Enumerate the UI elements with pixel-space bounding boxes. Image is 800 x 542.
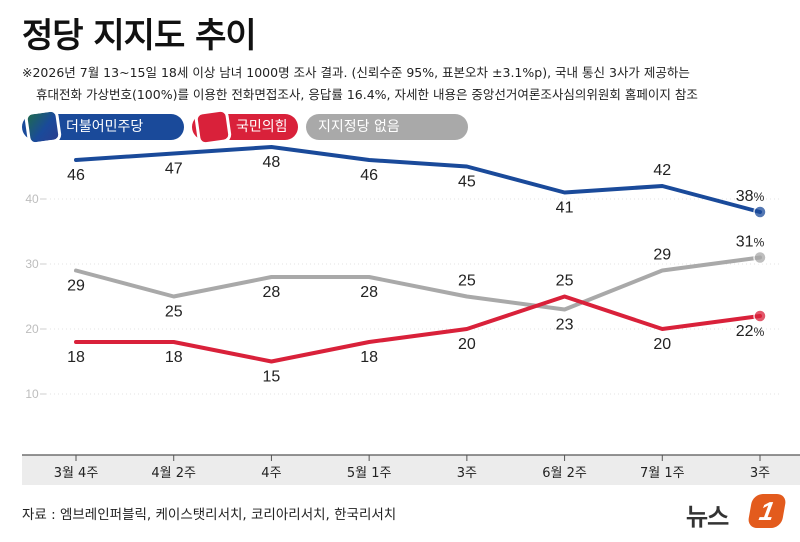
y-tick-label: 30: [25, 257, 39, 271]
chart-title: 정당 지지도 추이: [22, 16, 257, 56]
data-label: 22%: [736, 323, 765, 340]
series-line-2: [74, 255, 762, 312]
x-tick-label: 4주: [261, 466, 281, 481]
legend-label-dp: 더불어민주당: [66, 119, 144, 135]
data-label: 23: [556, 317, 574, 334]
data-label: 18: [67, 349, 85, 366]
data-label: 25: [556, 273, 574, 290]
data-label: 47: [165, 161, 183, 178]
series-line-1: [74, 294, 762, 364]
data-label: 41: [556, 200, 574, 217]
x-tick-label: 5월 1주: [347, 466, 392, 481]
data-label: 28: [360, 284, 378, 301]
data-label: 31%: [736, 234, 765, 251]
data-label-unit: %: [754, 325, 765, 339]
x-tick-label: 3월 4주: [54, 466, 99, 481]
data-label: 42: [653, 162, 671, 179]
x-tick-label: 3주: [457, 466, 477, 481]
series-line-0: [74, 145, 762, 214]
data-label-unit: %: [754, 190, 765, 204]
data-label-unit: %: [754, 236, 765, 250]
legend-item-dp: 더불어민주당: [22, 107, 184, 147]
y-tick-label: 40: [25, 192, 39, 206]
data-label: 46: [360, 167, 378, 184]
x-tick-label: 3주: [750, 466, 770, 481]
data-label: 18: [360, 349, 378, 366]
data-label: 45: [458, 174, 476, 191]
series-end-point-1: [753, 309, 767, 323]
legend-item-no-party: 지지정당 없음: [306, 114, 468, 140]
logo-mark-icon: 1: [747, 494, 787, 528]
y-tick-label: 20: [25, 322, 39, 336]
data-label: 29: [653, 247, 671, 264]
x-tick-label: 4월 2주: [151, 466, 196, 481]
data-label: 38%: [736, 188, 765, 205]
data-label: 29: [67, 278, 85, 295]
survey-note-line-1: ※2026년 7월 13~15일 18세 이상 남녀 1000명 조사 결과. …: [22, 65, 690, 80]
data-label: 46: [67, 167, 85, 184]
source-note: 자료 : 엠브레인퍼블릭, 케이스탯리서치, 코리아리서치, 한국리서치: [22, 507, 397, 523]
legend-item-ppp: 국민의힘: [192, 107, 298, 147]
series-end-point-2: [753, 250, 767, 265]
legend-label-ppp: 국민의힘: [236, 119, 288, 135]
data-label: 48: [263, 154, 281, 171]
news1-logo: 뉴스 1: [686, 494, 787, 534]
survey-note-line-2: 휴대전화 가상번호(100%)를 이용한 전화면접조사, 응답률 16.4%, …: [36, 87, 698, 102]
data-label: 25: [165, 304, 183, 321]
logo-text: 뉴스: [686, 503, 729, 531]
y-tick-label: 10: [25, 387, 39, 401]
legend-label-no-party: 지지정당 없음: [318, 119, 400, 135]
data-label: 25: [458, 273, 476, 290]
data-label: 28: [263, 284, 281, 301]
data-label: 15: [263, 369, 281, 386]
x-tick-label: 6월 2주: [542, 466, 587, 481]
data-label: 20: [458, 336, 476, 353]
series-end-point-0: [753, 205, 767, 219]
x-axis-band: [22, 455, 800, 485]
data-label: 18: [165, 349, 183, 366]
x-tick-label: 7월 1주: [640, 466, 685, 481]
data-label: 20: [653, 336, 671, 353]
